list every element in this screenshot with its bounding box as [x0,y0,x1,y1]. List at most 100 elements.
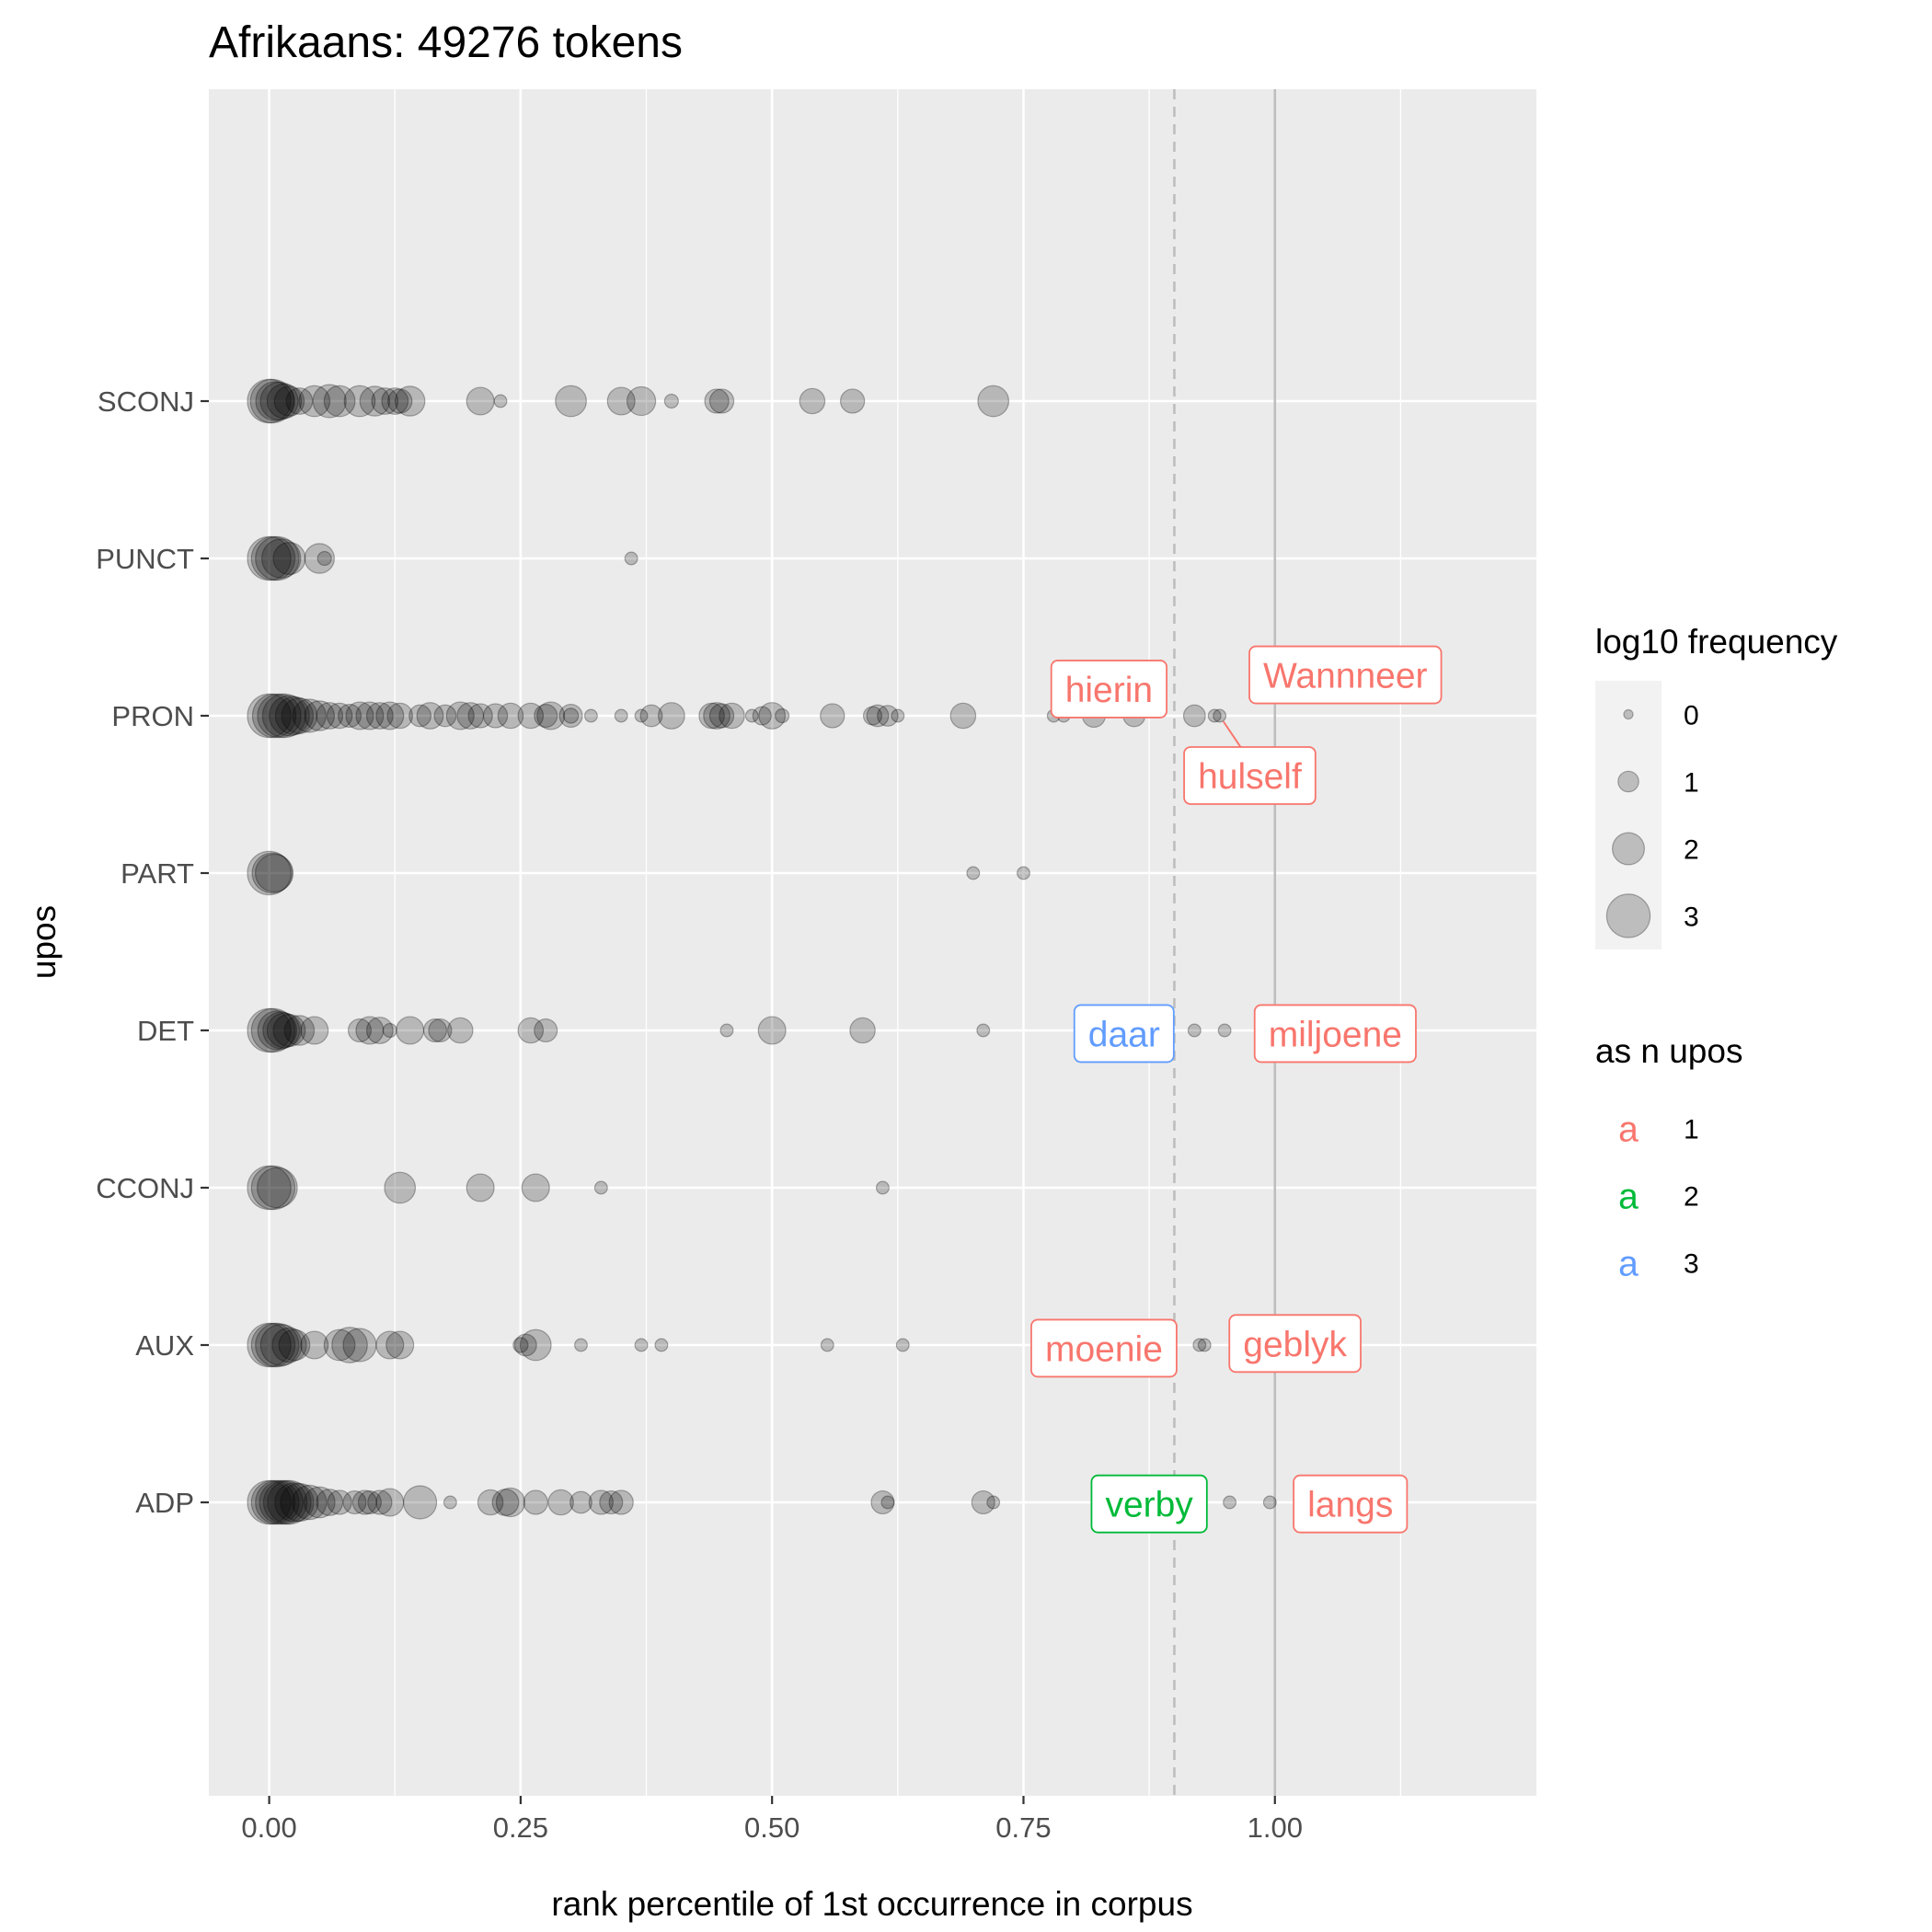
data-point [820,1338,834,1352]
data-point [708,388,735,414]
data-point [342,1489,367,1515]
y-tick-label: DET [137,1015,194,1047]
series-det [247,1007,1232,1053]
data-point [599,1489,624,1515]
data-point [1207,708,1222,723]
data-point [247,1479,292,1525]
data-point [255,381,295,421]
data-point [257,693,302,739]
data-point [428,1018,453,1043]
data-point [267,1479,312,1525]
size-legend-label: 3 [1684,903,1699,933]
data-point [495,1487,526,1518]
data-point [593,1180,608,1195]
data-point [257,1010,298,1051]
point-label: geblyk [1228,1314,1362,1374]
y-tick-label: CCONJ [96,1172,194,1204]
data-point [976,1023,991,1038]
data-point [280,1482,319,1523]
data-point [536,701,566,730]
size-legend-key [1611,832,1645,866]
data-point [517,1017,545,1044]
data-point [273,385,305,417]
data-point [986,1495,1001,1510]
data-point [966,866,981,880]
data-point [895,1338,910,1352]
data-point [323,1328,356,1362]
data-point [274,696,315,736]
point-label: daar [1073,1004,1175,1064]
data-point [757,1016,787,1045]
data-point [866,704,890,728]
data-point [512,1337,529,1353]
color-legend-label: 3 [1684,1249,1699,1280]
data-point [266,383,303,420]
point-label-text: verby [1105,1486,1193,1525]
data-point [466,386,495,416]
data-point [1197,1338,1212,1352]
data-point [862,706,883,726]
point-label-text: geblyk [1243,1325,1347,1364]
data-point [555,385,587,418]
data-point [355,1016,385,1045]
data-point [626,385,657,417]
data-point [408,704,431,728]
data-point [752,706,772,726]
series-part [247,850,1030,896]
data-point [251,693,297,739]
point-label: langs [1293,1474,1409,1534]
point-label-box [1050,660,1167,719]
data-point [663,393,679,409]
data-point [375,701,405,730]
data-point [744,708,759,723]
data-point [247,850,292,896]
point-label-text: Wannneer [1263,657,1428,696]
point-label-text: hierin [1065,671,1153,710]
data-point [304,700,336,731]
y-axis: ADP AUX CCONJ DET PART PRON PUNCT SCONJ [96,385,209,1519]
data-point [255,1322,300,1368]
color-legend-key: a [1618,1110,1639,1150]
data-point [799,387,826,415]
data-point [338,703,362,729]
data-point [657,702,685,730]
data-point [323,385,356,418]
chart-title: Afrikaans: 49276 tokens [209,18,683,67]
data-point [327,1489,352,1515]
data-point [1213,708,1227,723]
data-point [357,1489,382,1515]
data-point [608,1489,634,1515]
point-label-box [1090,1474,1208,1534]
data-point [519,1328,552,1362]
data-point [262,1479,308,1525]
data-point [382,1022,397,1039]
data-point [877,705,899,727]
data-point [523,1489,548,1515]
data-point [719,1023,734,1038]
data-point [443,1495,457,1510]
data-point [820,703,845,729]
size-legend-key [1617,770,1639,793]
data-point [365,1017,394,1044]
data-point [271,1327,307,1363]
data-point [247,1007,292,1053]
series-punct [247,535,638,581]
data-point [870,1489,895,1515]
color-legend-title: as n upos [1595,1032,1742,1070]
data-point [259,1324,303,1366]
data-point [396,1016,425,1045]
data-point [381,387,409,415]
data-point [491,1489,520,1516]
point-label-text: langs [1307,1486,1393,1525]
data-point [300,1016,329,1045]
data-point [266,1012,303,1049]
data-point [708,703,735,729]
data-point [272,541,306,575]
data-point [1017,866,1030,880]
data-point [654,1338,669,1352]
legend: log10 frequency as n upos 0 1 2 3 a 1 a 2 a 3 [1595,623,1838,1284]
data-point [606,386,636,416]
data-point [285,387,314,415]
data-point [1262,1495,1277,1510]
